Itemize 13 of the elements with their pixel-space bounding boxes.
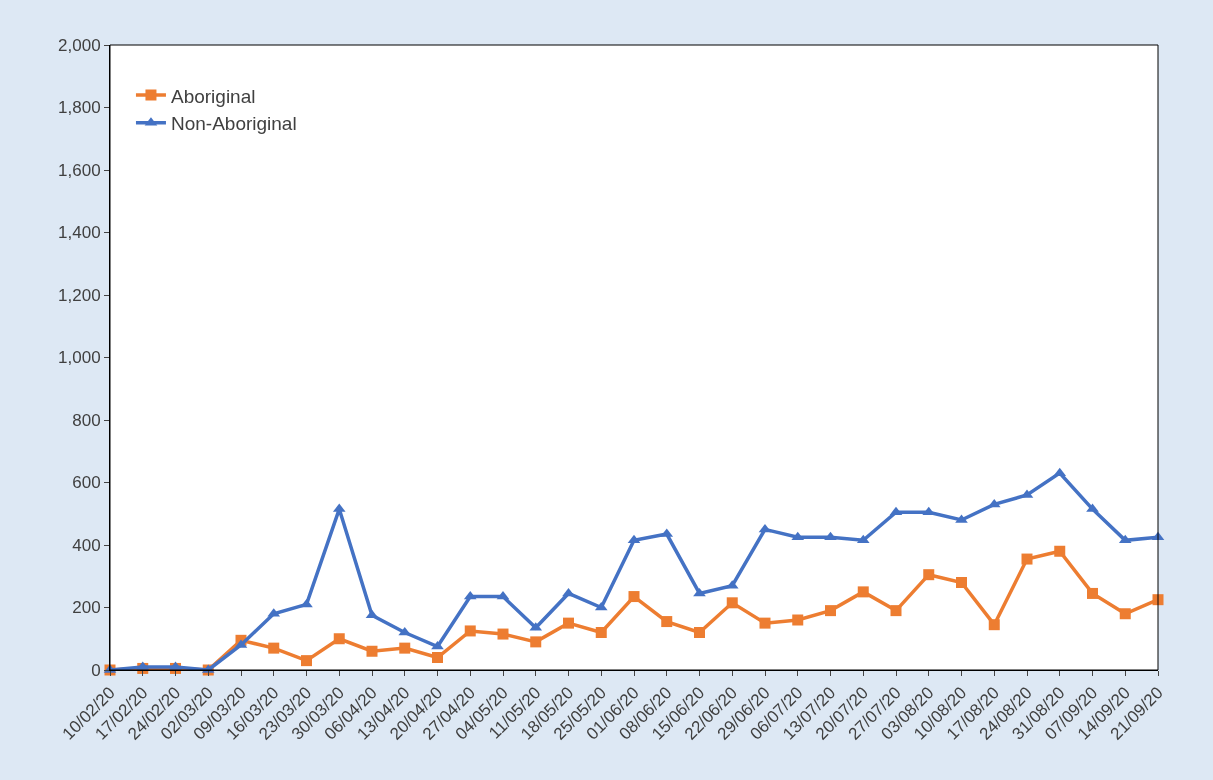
y-tick-label: 800 [72,410,101,430]
y-tick-label: 1,600 [58,160,101,180]
y-tick-label: 600 [72,473,101,493]
y-tick-label: 1,200 [58,285,101,305]
y-tick-label: 400 [72,535,101,555]
y-tick-label: 1,400 [58,223,101,243]
legend-label: Non-Aboriginal [170,113,297,135]
y-tick-label: 200 [72,598,101,618]
y-tick-label: 0 [91,660,101,680]
legend-label: Aboriginal [170,85,256,107]
y-tick-label: 1,000 [58,348,101,368]
y-tick-label: 1,800 [58,98,101,118]
y-tick-label: 2,000 [58,35,101,55]
